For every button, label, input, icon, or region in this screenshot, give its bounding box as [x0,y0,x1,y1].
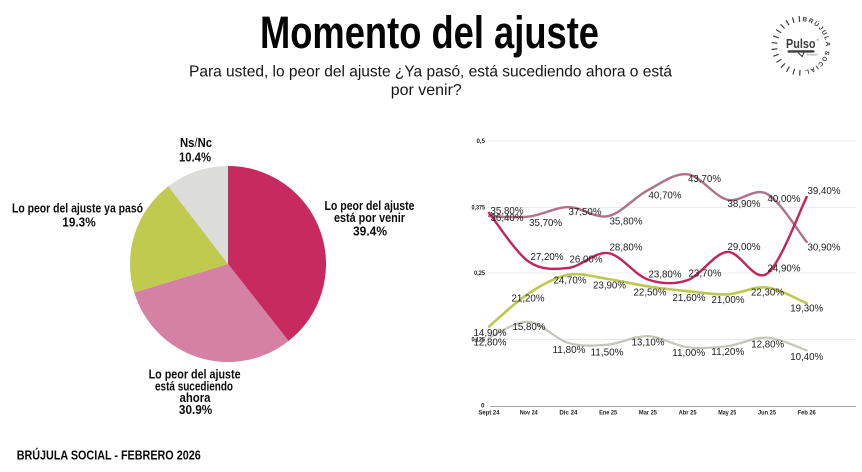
svg-text:14,90%: 14,90% [474,327,507,339]
svg-text:12,80%: 12,80% [474,337,507,349]
svg-text:Lo peor del ajuste: Lo peor del ajuste [325,199,415,213]
svg-text:40,70%: 40,70% [649,190,682,202]
svg-text:Lo peor del ajuste: Lo peor del ajuste [149,367,241,381]
svg-text:23,90%: 23,90% [593,280,626,292]
svg-text:11,50%: 11,50% [591,347,624,359]
svg-text:®: ® [817,38,820,42]
svg-text:Sept 24: Sept 24 [479,410,500,417]
svg-text:23,80%: 23,80% [649,269,682,281]
svg-text:está sucediendo: está sucediendo [155,379,233,393]
svg-text:35,80%: 35,80% [610,216,643,228]
svg-text:22,30%: 22,30% [751,287,784,299]
svg-text:35,80%: 35,80% [491,205,524,217]
svg-text:0,125: 0,125 [472,337,486,344]
svg-text:Momento del ajuste: Momento del ajuste [260,7,599,58]
svg-text:35,70%: 35,70% [529,217,562,229]
svg-text:Abr 25: Abr 25 [679,410,697,417]
svg-text:está por venir: está por venir [334,211,405,225]
svg-text:22,50%: 22,50% [634,287,667,299]
svg-text:ahora: ahora [180,391,212,405]
svg-text:Mar 25: Mar 25 [639,410,657,417]
svg-text:Lo peor del ajuste ya pasó: Lo peor del ajuste ya pasó [12,201,143,215]
svg-text:23,70%: 23,70% [689,268,722,280]
svg-text:27,20%: 27,20% [531,251,564,263]
svg-text:26,00%: 26,00% [570,254,603,266]
svg-text:Pulso: Pulso [786,36,816,51]
svg-text:15,80%: 15,80% [513,321,546,333]
svg-text:40,00%: 40,00% [768,193,801,205]
svg-text:21,60%: 21,60% [673,292,706,304]
svg-text:39.4%: 39.4% [353,224,387,238]
svg-text:11,80%: 11,80% [553,344,586,356]
svg-text:29,00%: 29,00% [728,241,761,253]
svg-text:11,00%: 11,00% [672,347,705,359]
svg-text:0,5: 0,5 [477,138,486,145]
svg-text:36,40%: 36,40% [491,212,524,224]
svg-text:Feb 26: Feb 26 [798,410,816,417]
svg-text:43,70%: 43,70% [688,173,721,185]
svg-text:21,20%: 21,20% [512,292,545,304]
svg-text:21,00%: 21,00% [712,294,745,306]
svg-text:Nov 24: Nov 24 [520,410,538,417]
svg-text:13,10%: 13,10% [632,337,665,349]
svg-text:0,375: 0,375 [472,205,486,212]
svg-text:Ene 25: Ene 25 [599,410,617,417]
svg-text:BRÚJULA SOCIAL - FEBRERO 2026: BRÚJULA SOCIAL - FEBRERO 2026 [17,448,201,463]
svg-text:11,20%: 11,20% [711,346,744,358]
svg-text:Dic 24: Dic 24 [559,410,577,417]
svg-text:May 25: May 25 [718,410,736,417]
svg-text:12,80%: 12,80% [751,339,784,351]
svg-text:30,90%: 30,90% [808,242,841,254]
svg-text:10.4%: 10.4% [179,150,211,164]
svg-text:10,40%: 10,40% [790,351,823,363]
svg-text:24,70%: 24,70% [554,275,587,287]
svg-text:37,50%: 37,50% [569,206,602,218]
svg-text:Jun 25: Jun 25 [758,410,776,417]
svg-text:19,30%: 19,30% [790,303,823,315]
svg-text:Research: Research [807,53,819,57]
svg-text:Para usted, lo peor del ajuste: Para usted, lo peor del ajuste ¿Ya pasó,… [189,64,672,81]
svg-text:por venir?: por venir? [391,82,462,99]
svg-text:Ns/Nc: Ns/Nc [180,136,212,150]
svg-text:39,40%: 39,40% [808,185,841,197]
svg-text:28,80%: 28,80% [610,242,643,254]
svg-text:24,90%: 24,90% [768,263,801,275]
svg-text:0: 0 [481,402,485,409]
svg-text:38,90%: 38,90% [728,198,761,210]
svg-text:19.3%: 19.3% [62,215,95,229]
svg-text:30.9%: 30.9% [179,403,212,417]
svg-text:0,25: 0,25 [474,270,485,277]
